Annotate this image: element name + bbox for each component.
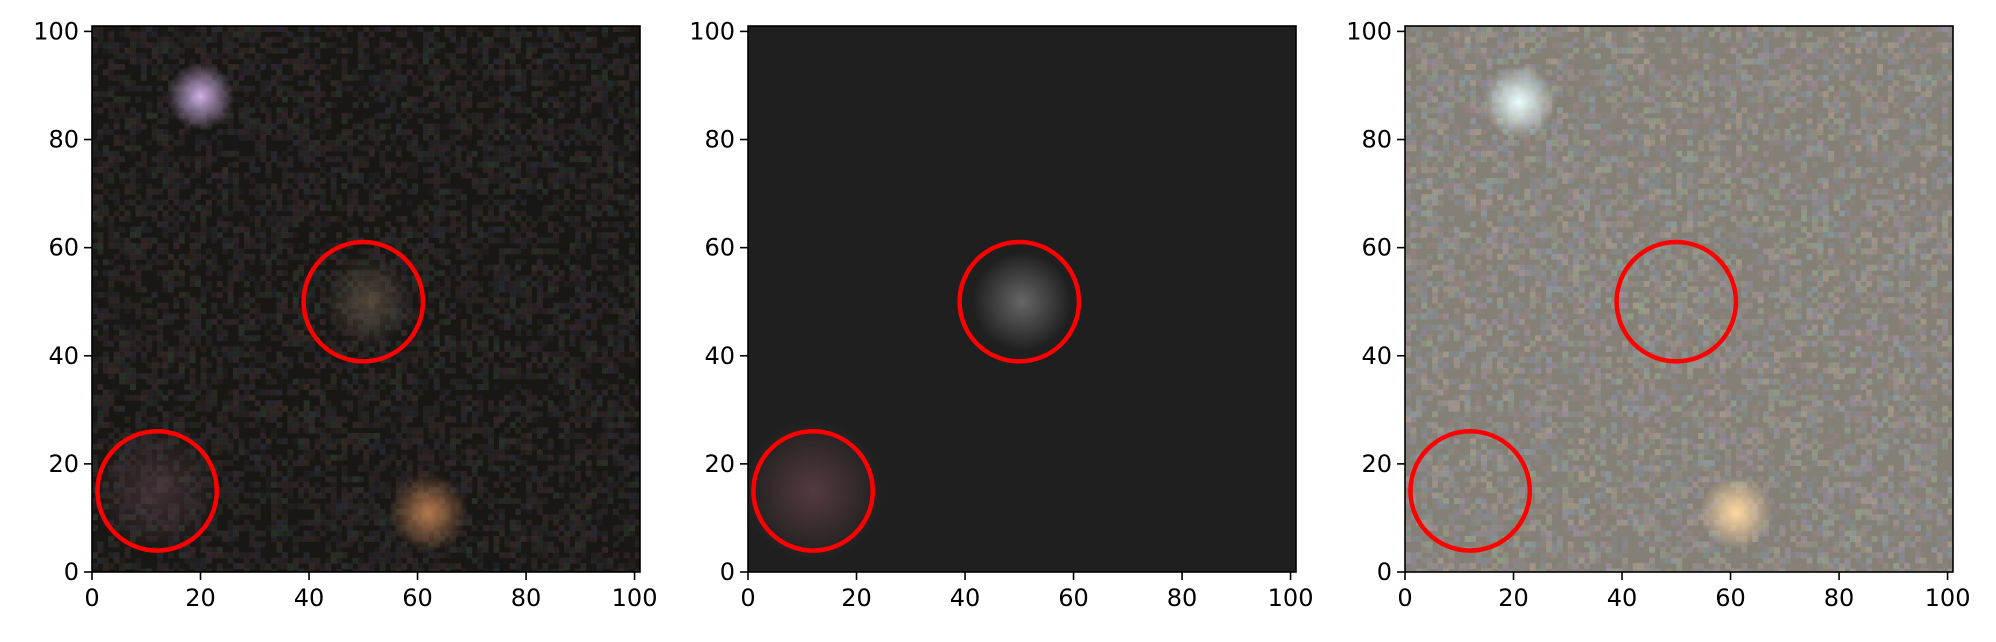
y-tick-label: 20 (48, 450, 79, 478)
red-circle-2 (751, 428, 876, 553)
y-tick-label: 20 (1361, 450, 1392, 478)
y-tick-label: 60 (1361, 234, 1392, 262)
y-tick-label: 100 (33, 17, 79, 45)
red-circle-2 (95, 428, 220, 553)
axes-frame (747, 25, 1297, 573)
image-area (92, 26, 640, 572)
model-center (972, 252, 1072, 352)
x-tick-label: 100 (612, 584, 658, 612)
residual-orange-source (1699, 475, 1773, 550)
panel-residual-image: 0 20 40 60 80 100 0 20 40 60 80 100 (1346, 17, 1970, 612)
x-tick-label: 100 (1268, 584, 1314, 612)
x-tick-label: 40 (1607, 584, 1638, 612)
x-tick-label: 0 (1397, 584, 1412, 612)
axes-frame (1404, 25, 1954, 573)
y-tick-label: 0 (1377, 558, 1392, 586)
y-tick-label: 40 (48, 342, 79, 370)
bright-star (166, 62, 235, 131)
x-tick-label: 80 (1167, 584, 1198, 612)
noise-texture (1405, 26, 1953, 572)
y-tick-label: 80 (704, 126, 735, 154)
image-area (748, 26, 1296, 572)
x-tick-label: 40 (294, 584, 325, 612)
red-circle-1 (1614, 239, 1739, 364)
faint-center (323, 256, 414, 347)
residual-bright-star (1482, 65, 1556, 139)
y-tick-label: 60 (48, 234, 79, 262)
y-tick-label: 80 (1361, 126, 1392, 154)
y-tick-label: 100 (689, 17, 735, 45)
faint-lower-left (93, 427, 221, 555)
y-tick-label: 40 (704, 342, 735, 370)
x-tick-label: 60 (1715, 584, 1746, 612)
y-tick-label: 40 (1361, 342, 1392, 370)
x-tick-label: 100 (1925, 584, 1971, 612)
y-tick-label: 60 (704, 234, 735, 262)
x-tick-label: 20 (841, 584, 872, 612)
x-tick-label: 40 (950, 584, 981, 612)
y-tick-label: 100 (1346, 17, 1392, 45)
y-tick-label: 0 (64, 558, 79, 586)
x-tick-label: 60 (402, 584, 433, 612)
x-tick-label: 0 (84, 584, 99, 612)
x-tick-label: 0 (740, 584, 755, 612)
y-tick-label: 0 (720, 558, 735, 586)
y-tick-label: 20 (704, 450, 735, 478)
x-tick-label: 80 (511, 584, 542, 612)
red-circle-2 (1408, 428, 1533, 553)
red-circle-1 (957, 239, 1082, 364)
model-lower-left (748, 420, 884, 562)
x-tick-label: 80 (1824, 584, 1855, 612)
axes-frame (91, 25, 641, 573)
orange-source (388, 473, 468, 553)
x-tick-label: 60 (1058, 584, 1089, 612)
red-circle-1 (301, 239, 426, 364)
y-tick-label: 80 (48, 126, 79, 154)
panel-observed-image: 0 20 40 60 80 100 0 20 40 60 80 100 (33, 17, 657, 612)
image-area (1405, 26, 1953, 572)
x-tick-label: 20 (1498, 584, 1529, 612)
panel-model-image: 0 20 40 60 80 100 0 20 40 60 80 100 (689, 17, 1313, 612)
x-tick-label: 20 (185, 584, 216, 612)
